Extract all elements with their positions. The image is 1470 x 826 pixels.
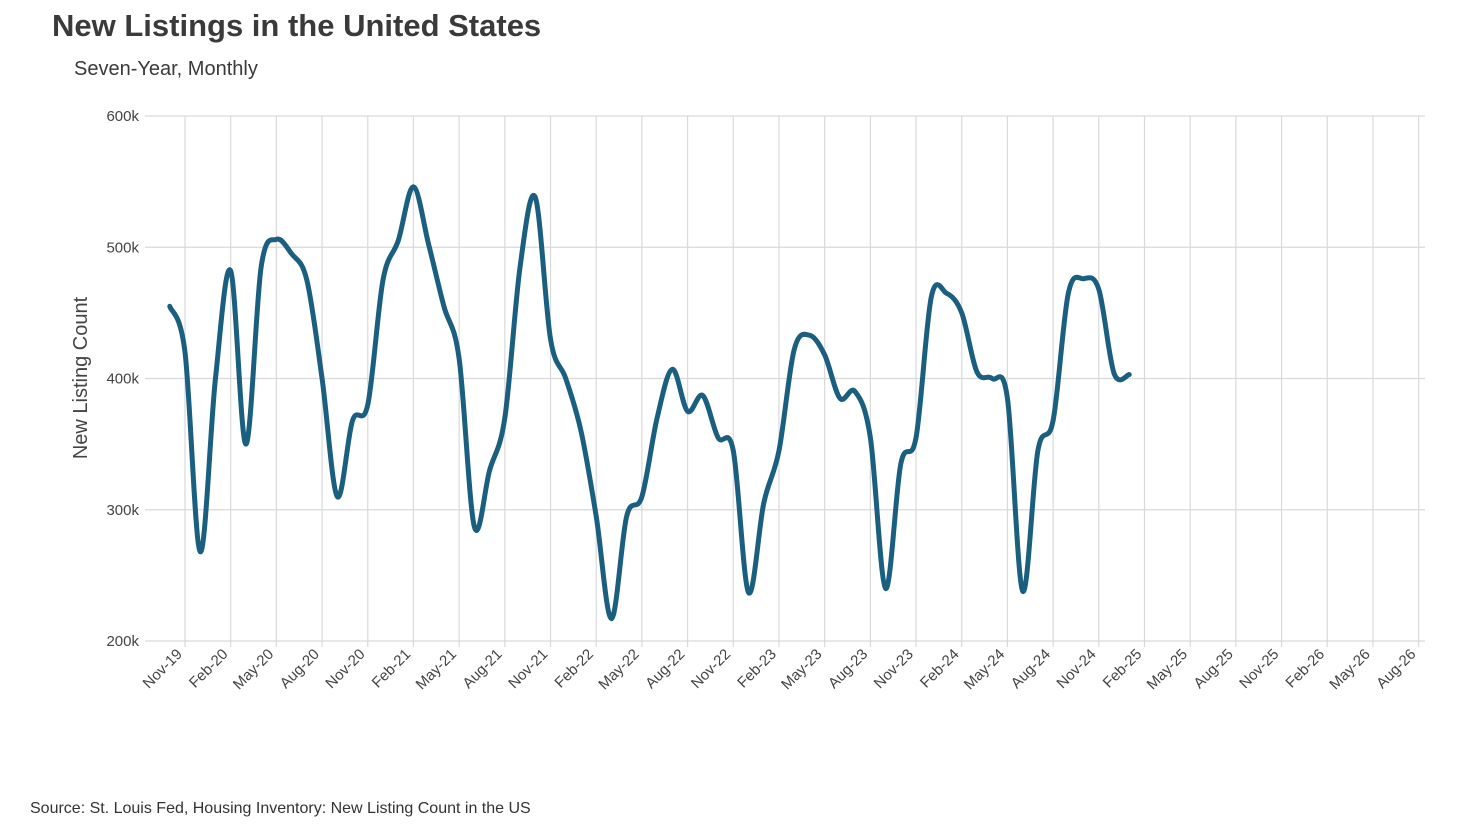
series-lines (167, 184, 1132, 622)
x-tick-label: Feb-23 (734, 646, 780, 692)
x-tick-label: Nov-21 (505, 646, 551, 692)
chart-subtitle: Seven-Year, Monthly (74, 58, 258, 80)
y-axis-label: New Listing Count (70, 296, 92, 459)
x-tick-label: May-26 (1326, 646, 1373, 693)
x-tick-label: Aug-23 (825, 646, 871, 692)
x-tick-label: May-22 (595, 646, 642, 693)
x-tick-label: Feb-21 (369, 646, 415, 692)
x-tick-label: May-21 (413, 646, 460, 693)
y-tick-label: 200k (106, 633, 139, 650)
x-tick-label: May-24 (961, 646, 1008, 693)
x-tick-label: Aug-22 (642, 646, 688, 692)
x-tick-label: May-20 (230, 646, 277, 693)
source-note: Source: St. Louis Fed, Housing Inventory… (30, 800, 531, 817)
x-tick-label: Nov-19 (140, 646, 186, 692)
x-tick-label: Feb-25 (1100, 646, 1146, 692)
x-tick-label: Aug-25 (1190, 646, 1236, 692)
x-tick-label: Nov-24 (1053, 646, 1099, 692)
x-tick-label: Aug-20 (277, 646, 323, 692)
x-tick-label: May-25 (1144, 646, 1191, 693)
x-tick-label: Nov-22 (688, 646, 734, 692)
x-tick-label: Nov-25 (1236, 646, 1282, 692)
y-tick-label: 600k (106, 108, 139, 125)
x-tick-label: May-23 (778, 646, 825, 693)
x-tick-label: Nov-20 (322, 646, 368, 692)
grid (145, 115, 1425, 647)
y-tick-label: 400k (106, 371, 139, 388)
x-tick-label: Feb-22 (551, 646, 597, 692)
x-tick-label: Nov-23 (871, 646, 917, 692)
y-tick-label: 500k (106, 239, 139, 256)
x-tick-label: Feb-24 (917, 646, 963, 692)
x-tick-label: Aug-24 (1008, 646, 1054, 692)
x-tick-label: Aug-26 (1373, 646, 1419, 692)
series-line (167, 184, 1132, 622)
y-tick-label: 300k (106, 502, 139, 519)
x-tick-label: Aug-21 (459, 646, 505, 692)
y-axis-ticks: 200k 300k 400k 500k 600k (106, 108, 139, 650)
x-tick-label: Feb-20 (186, 646, 232, 692)
x-tick-label: Feb-26 (1282, 646, 1328, 692)
chart-title: New Listings in the United States (52, 8, 542, 43)
